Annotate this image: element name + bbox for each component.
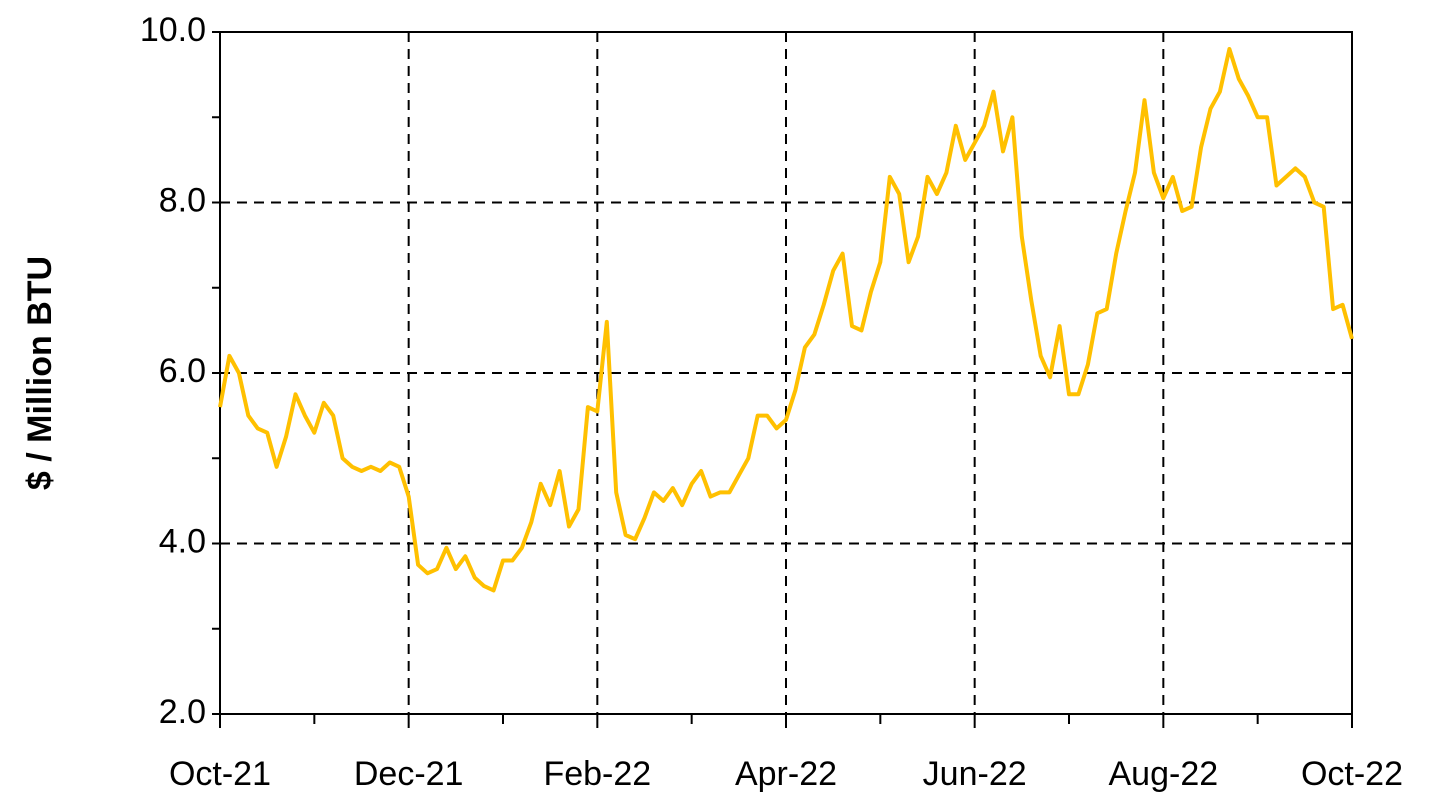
x-tick-label: Apr-22 <box>735 755 837 793</box>
y-tick-label: 4.0 <box>159 522 206 560</box>
y-tick-label: 10.0 <box>140 11 206 49</box>
plot-border <box>219 31 1353 715</box>
y-tick-label: 6.0 <box>159 352 206 390</box>
y-axis-title: $ / Million BTU <box>21 256 59 490</box>
x-tick-label: Feb-22 <box>543 755 651 793</box>
y-tick-label: 8.0 <box>159 181 206 219</box>
x-tick-label: Dec-21 <box>354 755 464 793</box>
price-line <box>218 47 1354 593</box>
x-tick-label: Aug-22 <box>1109 755 1219 793</box>
x-tick-label: Oct-22 <box>1301 755 1403 793</box>
y-tick-label: 2.0 <box>159 693 206 731</box>
x-tick-label: Jun-22 <box>923 755 1027 793</box>
x-tick-label: Oct-21 <box>169 755 271 793</box>
